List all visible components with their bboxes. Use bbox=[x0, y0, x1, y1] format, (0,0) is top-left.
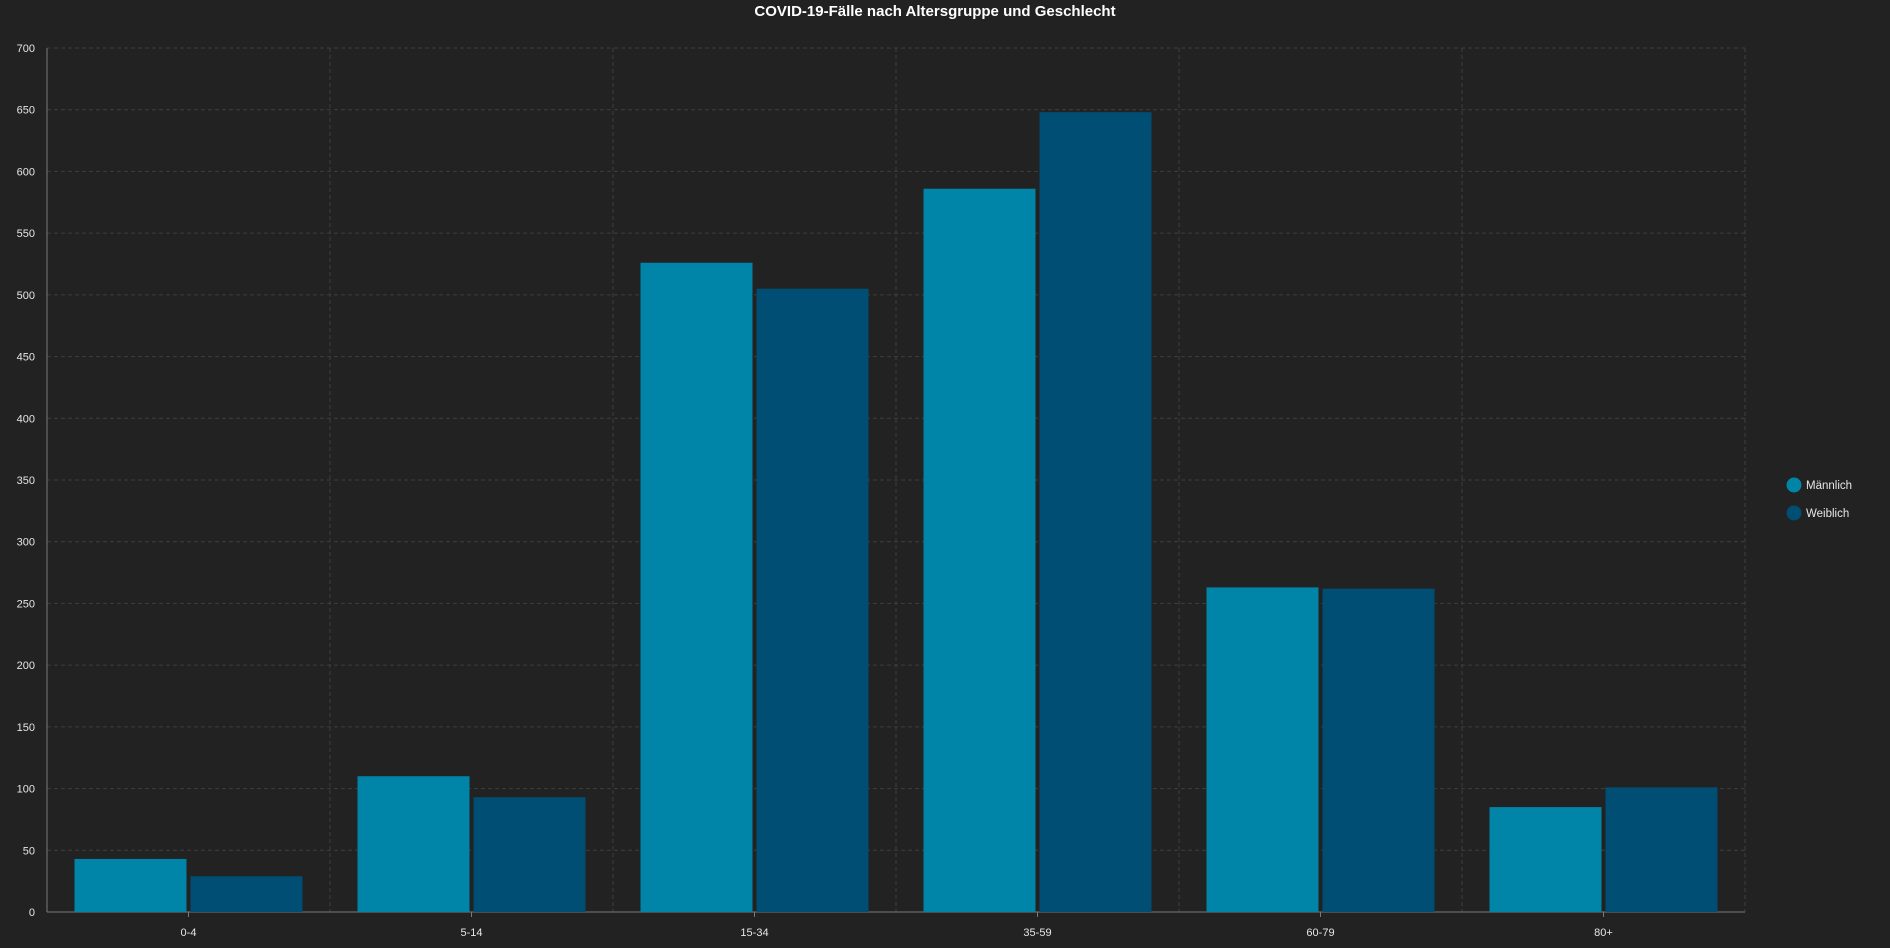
y-tick-label: 600 bbox=[17, 166, 35, 178]
legend-label[interactable]: Weiblich bbox=[1806, 508, 1849, 520]
chart-title: COVID-19-Fälle nach Altersgruppe und Ges… bbox=[754, 3, 1115, 20]
bar-weiblich-0-4[interactable] bbox=[190, 876, 303, 912]
y-tick-label: 650 bbox=[17, 105, 35, 117]
bar-weiblich-80+[interactable] bbox=[1605, 787, 1718, 912]
x-tick-label: 15-34 bbox=[740, 927, 768, 939]
bar-weiblich-60-79[interactable] bbox=[1322, 588, 1435, 912]
tick-labels: 0 50 100 150 200 250 300 350 400 450 500 550 600 650 7… bbox=[17, 43, 1613, 939]
bar-männlich-0-4[interactable] bbox=[74, 858, 187, 912]
bar-männlich-35-59[interactable] bbox=[923, 188, 1036, 913]
y-tick-label: 300 bbox=[17, 537, 35, 549]
bar-männlich-5-14[interactable] bbox=[357, 776, 470, 912]
legend-marker-männlich[interactable] bbox=[1786, 477, 1802, 493]
y-tick-label: 700 bbox=[17, 43, 35, 55]
y-tick-label: 250 bbox=[17, 598, 35, 610]
x-tick-label: 5-14 bbox=[460, 927, 482, 939]
y-tick-label: 100 bbox=[17, 784, 35, 796]
y-tick-label: 400 bbox=[17, 413, 35, 425]
legend[interactable]: Männlich Weiblich bbox=[1786, 477, 1853, 521]
bar-weiblich-15-34[interactable] bbox=[756, 288, 869, 913]
x-tick-label: 60-79 bbox=[1306, 927, 1334, 939]
y-tick-label: 0 bbox=[29, 907, 35, 919]
grid-lines bbox=[47, 47, 1746, 912]
y-tick-label: 50 bbox=[23, 845, 35, 857]
bar-männlich-80+[interactable] bbox=[1489, 807, 1602, 912]
y-tick-label: 550 bbox=[17, 228, 35, 240]
y-tick-label: 350 bbox=[17, 475, 35, 487]
y-tick-label: 200 bbox=[17, 660, 35, 672]
bar-weiblich-35-59[interactable] bbox=[1039, 112, 1152, 912]
x-tick-label: 35-59 bbox=[1023, 927, 1051, 939]
bar-männlich-60-79[interactable] bbox=[1206, 587, 1319, 912]
x-tick-label: 0-4 bbox=[181, 927, 197, 939]
bar-weiblich-5-14[interactable] bbox=[473, 797, 586, 912]
y-tick-label: 450 bbox=[17, 352, 35, 364]
bars bbox=[74, 112, 1718, 913]
bar-männlich-15-34[interactable] bbox=[640, 262, 753, 912]
y-tick-label: 150 bbox=[17, 722, 35, 734]
axes bbox=[46, 48, 1745, 917]
y-tick-label: 500 bbox=[17, 290, 35, 302]
legend-marker-weiblich[interactable] bbox=[1786, 505, 1802, 521]
x-tick-label: 80+ bbox=[1594, 927, 1613, 939]
legend-label[interactable]: Männlich bbox=[1806, 480, 1852, 492]
